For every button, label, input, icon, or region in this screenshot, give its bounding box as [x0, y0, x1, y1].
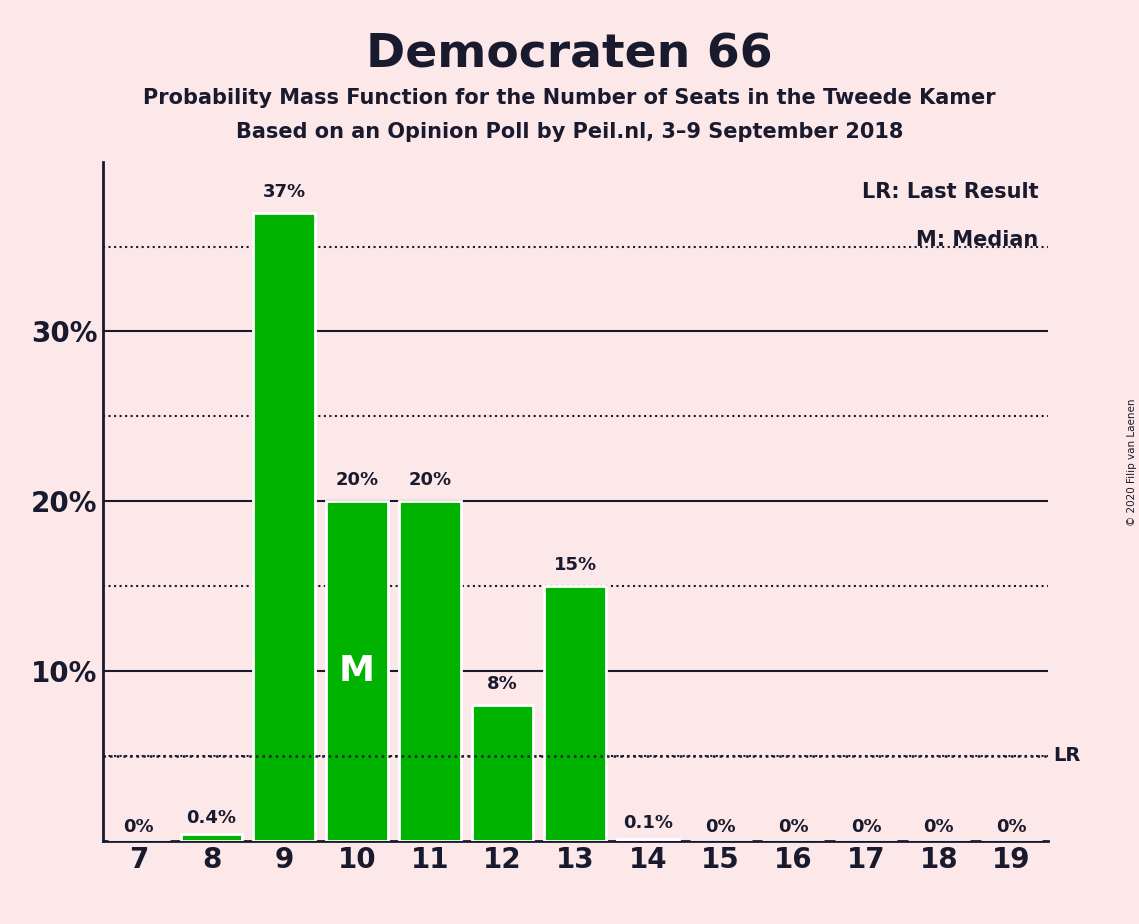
Text: 0%: 0%	[705, 818, 736, 835]
Text: Democraten 66: Democraten 66	[366, 32, 773, 78]
Bar	[544, 586, 606, 841]
Text: LR: LR	[1054, 747, 1081, 765]
Text: 0.4%: 0.4%	[187, 809, 237, 827]
Text: © 2020 Filip van Laenen: © 2020 Filip van Laenen	[1126, 398, 1137, 526]
Text: 15%: 15%	[554, 556, 597, 575]
Text: 0.1%: 0.1%	[623, 814, 673, 833]
Bar	[472, 705, 533, 841]
Text: M: Median: M: Median	[916, 230, 1039, 249]
Text: Based on an Opinion Poll by Peil.nl, 3–9 September 2018: Based on an Opinion Poll by Peil.nl, 3–9…	[236, 122, 903, 142]
Text: LR: Last Result: LR: Last Result	[862, 182, 1039, 202]
Bar	[181, 834, 243, 841]
Text: 20%: 20%	[408, 471, 451, 490]
Text: 20%: 20%	[336, 471, 378, 490]
Text: 0%: 0%	[123, 818, 154, 835]
Text: Probability Mass Function for the Number of Seats in the Tweede Kamer: Probability Mass Function for the Number…	[144, 88, 995, 108]
Bar	[253, 213, 316, 841]
Text: 0%: 0%	[924, 818, 954, 835]
Text: 8%: 8%	[487, 675, 518, 693]
Text: 37%: 37%	[263, 183, 306, 201]
Bar	[326, 501, 388, 841]
Text: 0%: 0%	[851, 818, 882, 835]
Bar	[617, 839, 679, 841]
Text: 0%: 0%	[778, 818, 809, 835]
Bar	[399, 501, 460, 841]
Text: M: M	[339, 654, 375, 688]
Text: 0%: 0%	[997, 818, 1027, 835]
